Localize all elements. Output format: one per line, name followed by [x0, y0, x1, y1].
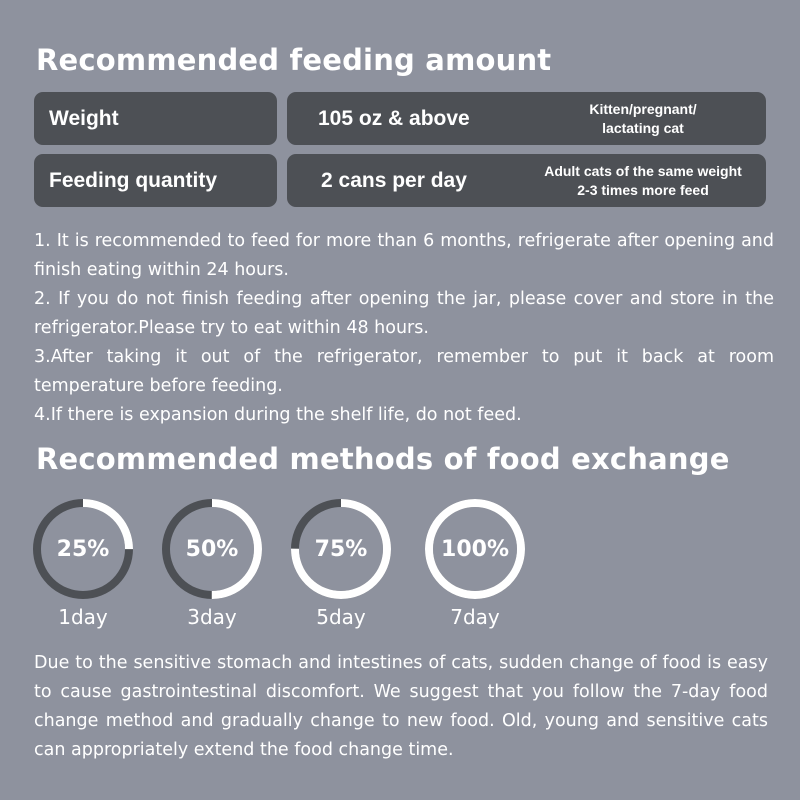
note-3: 3.After taking it out of the refrigerato…	[34, 347, 774, 396]
quantity-value-cell: 2 cans per day Adult cats of the same we…	[287, 154, 766, 207]
quantity-value: 2 cans per day	[321, 168, 467, 192]
ring-percent: 100%	[441, 536, 509, 562]
food-exchange-title: Recommended methods of food exchange	[36, 442, 730, 476]
quantity-note: Adult cats of the same weight 2-3 times …	[523, 162, 763, 200]
quantity-label: Feeding quantity	[49, 168, 217, 192]
progress-ring-icon	[162, 499, 262, 599]
day-label: 5day	[316, 605, 366, 629]
note-1: 1. It is recommended to feed for more th…	[34, 231, 774, 280]
feeding-notes: 1. It is recommended to feed for more th…	[34, 227, 774, 430]
weight-note-line2: lactating cat	[602, 119, 684, 136]
food-change-description: Due to the sensitive stomach and intesti…	[34, 653, 768, 760]
day-label: 3day	[187, 605, 237, 629]
note-4: 4.If there is expansion during the shelf…	[34, 405, 522, 425]
ring-step-1: 25%	[32, 498, 134, 600]
weight-note: Kitten/pregnant/ lactating cat	[523, 100, 763, 138]
progress-ring-icon	[425, 499, 525, 599]
weight-label-cell: Weight	[34, 92, 277, 145]
weight-value: 105 oz & above	[318, 106, 470, 130]
quantity-note-line1: Adult cats of the same weight	[544, 162, 742, 179]
ring-percent: 25%	[56, 536, 110, 562]
ring-percent: 50%	[185, 536, 239, 562]
ring-step-2: 50%	[161, 498, 263, 600]
ring-percent: 75%	[314, 536, 368, 562]
feeding-amount-title: Recommended feeding amount	[36, 43, 552, 77]
quantity-note-line2: 2-3 times more feed	[577, 181, 709, 198]
weight-label: Weight	[49, 106, 119, 130]
progress-ring-icon	[291, 499, 391, 599]
progress-ring-icon	[33, 499, 133, 599]
ring-step-3: 75%	[290, 498, 392, 600]
note-2: 2. If you do not finish feeding after op…	[34, 289, 774, 338]
quantity-label-cell: Feeding quantity	[34, 154, 277, 207]
weight-note-line1: Kitten/pregnant/	[589, 100, 697, 117]
weight-value-cell: 105 oz & above Kitten/pregnant/ lactatin…	[287, 92, 766, 145]
ring-step-4: 100%	[424, 498, 526, 600]
day-label: 7day	[450, 605, 500, 629]
day-label: 1day	[58, 605, 108, 629]
